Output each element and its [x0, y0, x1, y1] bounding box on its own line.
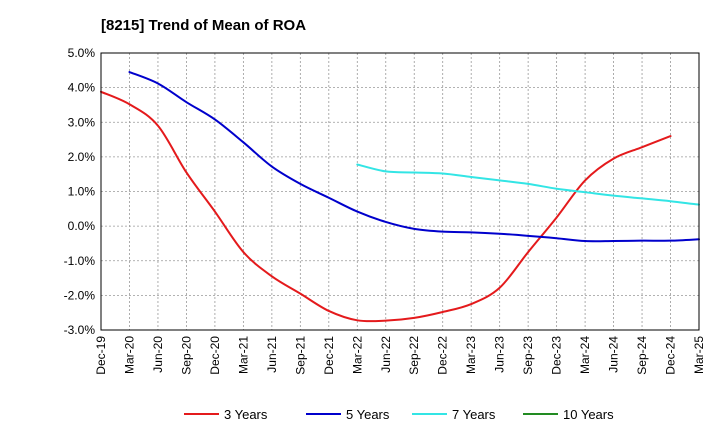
grid-lines: [101, 53, 699, 330]
y-tick-label: -1.0%: [64, 254, 96, 268]
series-line-3-years: [100, 90, 672, 323]
plot-frame: [100, 52, 700, 331]
y-tick-label: 2.0%: [68, 150, 96, 164]
x-tick-label: Dec-21: [322, 336, 336, 375]
x-axis-ticks: Dec-19 Mar-20 Jun-20 Sep-20 Dec-20 Mar-21 Jun-…: [94, 336, 706, 375]
x-tick-label: Sep-20: [179, 336, 193, 375]
x-tick-label: Mar-20: [122, 336, 136, 374]
x-tick-label: Jun-24: [607, 336, 621, 373]
y-tick-label: 5.0%: [68, 46, 96, 60]
x-tick-label: Dec-23: [550, 336, 564, 375]
series-line-7-years: [356, 163, 700, 206]
x-tick-label: Jun-20: [151, 336, 165, 373]
x-tick-label: Sep-23: [521, 336, 535, 375]
y-axis-ticks: 5.0% 4.0% 3.0% 2.0% 1.0% 0.0% -1.0% -2.0% -3.0%: [64, 46, 96, 337]
y-tick-label: -2.0%: [64, 288, 96, 302]
x-tick-label: Dec-19: [94, 336, 108, 375]
chart-title: [8215] Trend of Mean of ROA: [101, 17, 306, 34]
x-tick-label: Mar-25: [692, 336, 706, 374]
series-lines: [100, 71, 700, 323]
y-tick-label: 1.0%: [68, 185, 96, 199]
x-tick-label: Dec-20: [208, 336, 222, 375]
x-tick-label: Sep-24: [635, 336, 649, 375]
x-tick-label: Mar-21: [236, 336, 250, 374]
series-line-5-years: [128, 71, 700, 243]
x-tick-label: Jun-23: [493, 336, 507, 373]
legend: 3 Years 5 Years 7 Years 10 Years: [184, 407, 614, 422]
x-tick-label: Sep-21: [293, 336, 307, 375]
y-tick-label: 3.0%: [68, 115, 96, 129]
x-tick-label: Mar-22: [350, 336, 364, 374]
x-tick-label: Dec-24: [664, 336, 678, 375]
y-tick-label: 0.0%: [68, 219, 96, 233]
x-tick-label: Mar-24: [578, 336, 592, 374]
x-tick-label: Jun-21: [265, 336, 279, 373]
legend-label-10-years: 10 Years: [563, 407, 614, 422]
x-tick-label: Jun-22: [379, 336, 393, 373]
x-tick-label: Dec-22: [436, 336, 450, 375]
legend-label-3-years: 3 Years: [224, 407, 268, 422]
y-tick-label: 4.0%: [68, 81, 96, 95]
legend-label-5-years: 5 Years: [346, 407, 390, 422]
y-tick-label: -3.0%: [64, 323, 96, 337]
x-tick-label: Mar-23: [464, 336, 478, 374]
x-tick-label: Sep-22: [407, 336, 421, 375]
legend-label-7-years: 7 Years: [452, 407, 496, 422]
